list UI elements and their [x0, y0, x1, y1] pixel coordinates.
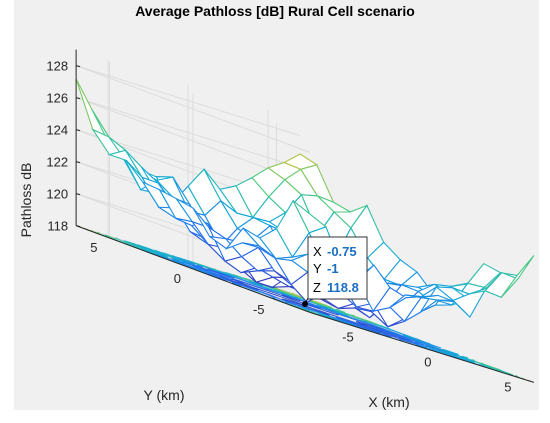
data-tip[interactable]: X -0.75 Y -1 Z 118.8: [302, 236, 368, 307]
datatip-box: [307, 236, 368, 300]
datatip-y-label: Y: [313, 261, 322, 276]
datatip-z-label: Z: [313, 280, 321, 295]
z-tick-label: 126: [46, 91, 68, 106]
z-tick-label: 118: [47, 219, 68, 234]
z-tick-label: 120: [46, 187, 68, 202]
chart-title: Average Pathloss [dB] Rural Cell scenari…: [135, 3, 415, 19]
datatip-y-value: -1: [327, 261, 339, 276]
datatip-x-label: X: [313, 244, 322, 259]
x-tick-label: -5: [342, 329, 354, 344]
y-tick-label: -5: [253, 302, 265, 317]
axes-lines: [75, 49, 535, 383]
x-tick-label: 0: [424, 354, 431, 369]
surface-mesh: [75, 78, 535, 328]
y-axis-line: [75, 225, 311, 313]
y-tick-label: 0: [174, 271, 181, 286]
datatip-z-value: 118.8: [327, 280, 359, 295]
datatip-marker: [302, 301, 308, 307]
datatip-x-value: -0.75: [327, 244, 357, 259]
y-axis-label: Y (km): [144, 387, 185, 403]
x-tick-label: 5: [504, 379, 511, 394]
z-axis-label: Pathloss dB: [18, 163, 34, 238]
tick-labels: 118 120 122 124 126 128 -5 0 5 -5 0 5: [46, 59, 511, 395]
z-tick-label: 128: [46, 59, 68, 74]
x-axis-line: [309, 311, 535, 383]
y-tick-label: 5: [90, 240, 97, 255]
x-axis-label: X (km): [368, 394, 409, 410]
mesh-cell: [500, 255, 535, 298]
z-tick-label: 124: [46, 123, 68, 138]
z-tick-label: 122: [46, 155, 68, 170]
